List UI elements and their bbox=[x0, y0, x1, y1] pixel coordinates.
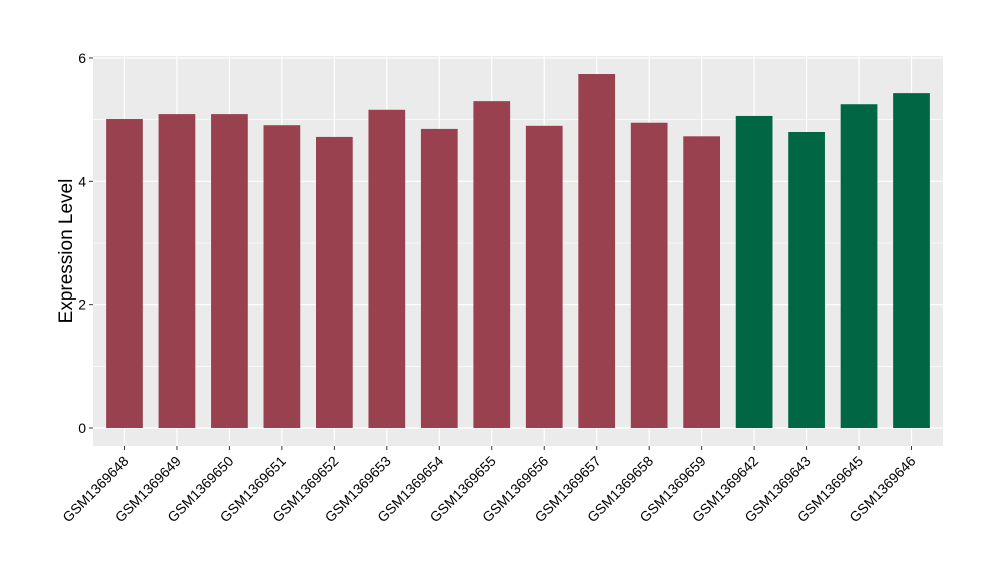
bar-GSM1369652 bbox=[315, 136, 353, 428]
bar-GSM1369642 bbox=[735, 115, 773, 428]
bar-GSM1369659 bbox=[683, 136, 721, 428]
bar-GSM1369648 bbox=[106, 119, 143, 429]
bar-GSM1369655 bbox=[473, 101, 511, 429]
bar-GSM1369650 bbox=[211, 114, 248, 428]
bar-GSM1369651 bbox=[263, 125, 301, 428]
bar-GSM1369658 bbox=[630, 122, 668, 429]
y-tick-label: 4 bbox=[78, 173, 86, 189]
y-tick-label: 6 bbox=[78, 50, 86, 66]
y-axis-label: Expression Level bbox=[56, 179, 77, 324]
bar-GSM1369645 bbox=[840, 104, 878, 429]
y-tick-label: 2 bbox=[78, 297, 86, 313]
bar-GSM1369657 bbox=[578, 74, 616, 429]
y-tick-label: 0 bbox=[78, 420, 86, 436]
bar-GSM1369649 bbox=[158, 114, 196, 428]
bar-GSM1369646 bbox=[893, 93, 930, 428]
bar-GSM1369643 bbox=[788, 131, 825, 428]
bar-GSM1369653 bbox=[368, 109, 406, 428]
bar-GSM1369656 bbox=[525, 125, 563, 428]
bar-GSM1369654 bbox=[420, 128, 458, 428]
